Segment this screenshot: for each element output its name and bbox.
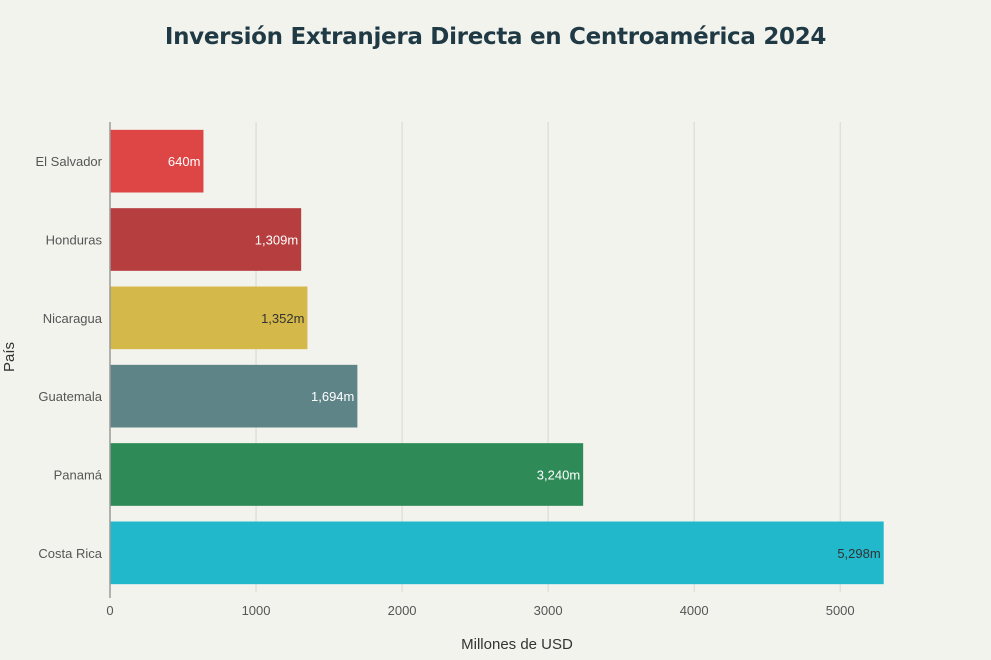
x-tick-label: 2000 [388,603,417,618]
bar-honduras [110,208,302,271]
bar-value-label: 1,309m [255,233,298,248]
x-axis-ticks: 0 1000 2000 3000 4000 5000 [106,603,854,618]
y-category-label: Panamá [54,468,103,483]
chart-title: Inversión Extranjera Directa en Centroam… [164,24,827,50]
y-category-label: Nicaragua [43,311,103,326]
bar-value-label: 640m [168,154,201,169]
x-tick-label: 0 [106,603,113,618]
gridlines [255,122,841,592]
y-category-label: Costa Rica [38,546,102,561]
y-category-label: Guatemala [38,389,102,404]
bar-nicaragua [110,286,308,350]
bar-value-label: 3,240m [537,468,580,483]
bar-value-label: 1,694m [311,389,354,404]
x-axis-title: Millones de USD [461,636,573,653]
bar-el-salvador [110,129,204,193]
y-category-label: El Salvador [36,154,103,169]
x-tick-label: 5000 [826,603,855,618]
bar-panamá [110,443,584,506]
bar-costa-rica [110,521,884,585]
bar-guatemala [110,364,358,428]
bar-value-label: 5,298m [837,546,880,561]
x-tick-label: 1000 [242,603,271,618]
bars: 640m 1,309m 1,352m 1,694m 3,240m 5,298m [110,129,884,585]
bar-value-label: 1,352m [261,311,304,326]
x-tick-label: 4000 [680,603,709,618]
x-tick-label: 3000 [534,603,563,618]
y-axis-labels: El Salvador Honduras Nicaragua Guatemala Pan… [36,154,103,561]
y-axis-title: País [1,342,18,372]
y-category-label: Honduras [46,233,103,248]
